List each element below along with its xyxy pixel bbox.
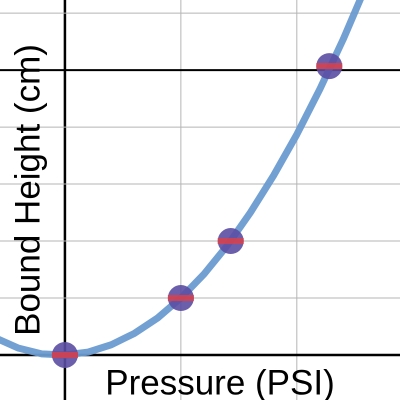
plot-area	[0, 0, 364, 368]
point-stripe	[217, 238, 244, 245]
data-point	[316, 53, 343, 80]
point-stripe	[51, 351, 78, 358]
data-point	[167, 285, 194, 312]
y-axis-label: Bound Height (cm)	[8, 44, 47, 336]
x-axis-label: Pressure (PSI)	[105, 363, 335, 400]
point-stripe	[316, 63, 343, 70]
data-point	[51, 341, 78, 368]
point-stripe	[167, 295, 194, 302]
data-point	[217, 228, 244, 255]
